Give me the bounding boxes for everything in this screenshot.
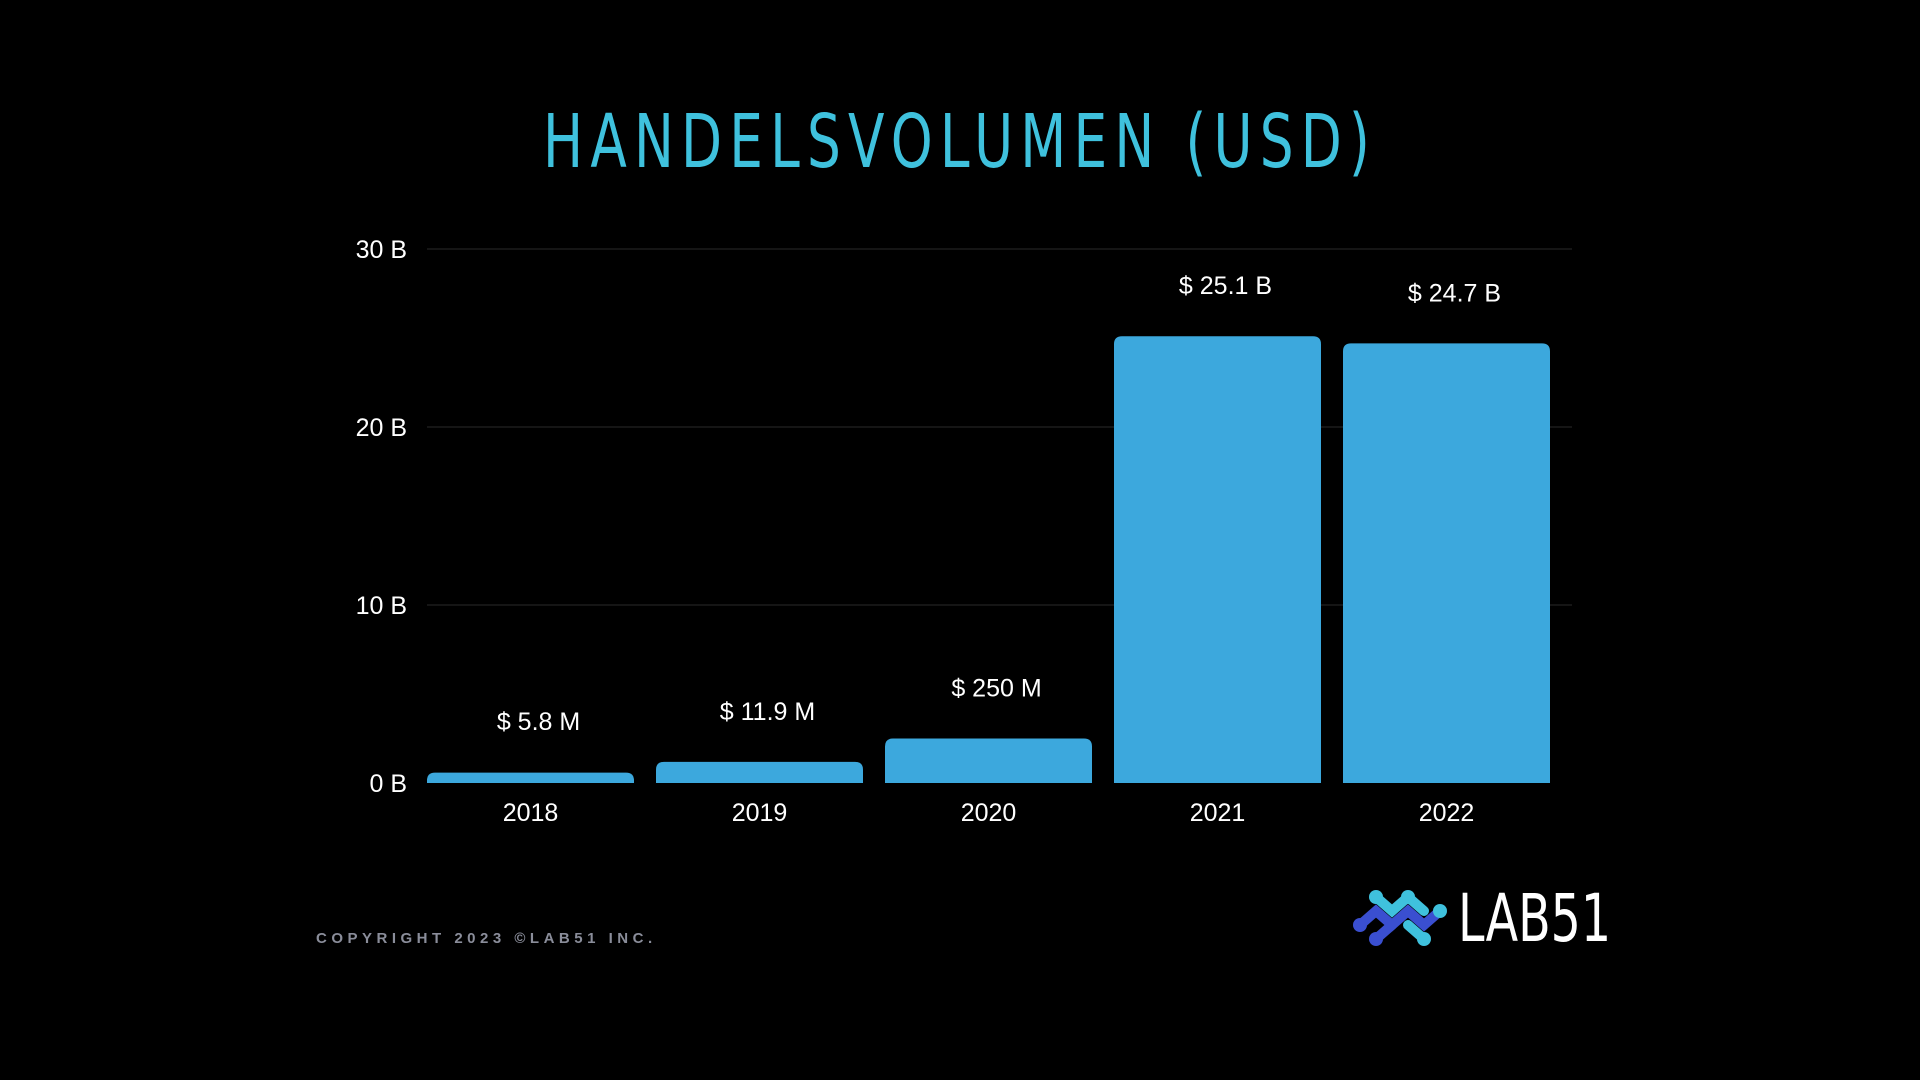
copyright-text: COPYRIGHT 2023 ©LAB51 INC. [316, 930, 657, 947]
x-tick-label: 2021 [1190, 799, 1246, 827]
molecule-logo-icon [1353, 890, 1447, 946]
bar-2021 [1114, 336, 1321, 783]
y-tick-label: 0 B [369, 770, 407, 798]
x-tick-label: 2020 [961, 799, 1017, 827]
x-tick-label: 2019 [732, 799, 788, 827]
bar-2018 [427, 772, 634, 783]
chart-title: HANDELSVOLUMEN (USD) [543, 99, 1377, 185]
x-tick-label: 2022 [1419, 799, 1475, 827]
y-tick-label: 10 B [356, 592, 407, 620]
data-label: $ 25.1 B [1179, 272, 1272, 300]
data-label: $ 250 M [951, 675, 1041, 703]
data-label: $ 24.7 B [1408, 279, 1501, 307]
y-tick-label: 20 B [356, 414, 407, 442]
y-tick-label: 30 B [356, 236, 407, 264]
bar-2020 [885, 738, 1092, 783]
brand-logo: LAB51 [1352, 884, 1671, 954]
logo-text: LAB51 [1458, 880, 1612, 957]
data-label: $ 11.9 M [720, 698, 815, 726]
x-tick-label: 2018 [503, 799, 559, 827]
data-label: $ 5.8 M [497, 708, 580, 736]
bar-2019 [656, 761, 863, 783]
bar-2022 [1343, 343, 1550, 783]
